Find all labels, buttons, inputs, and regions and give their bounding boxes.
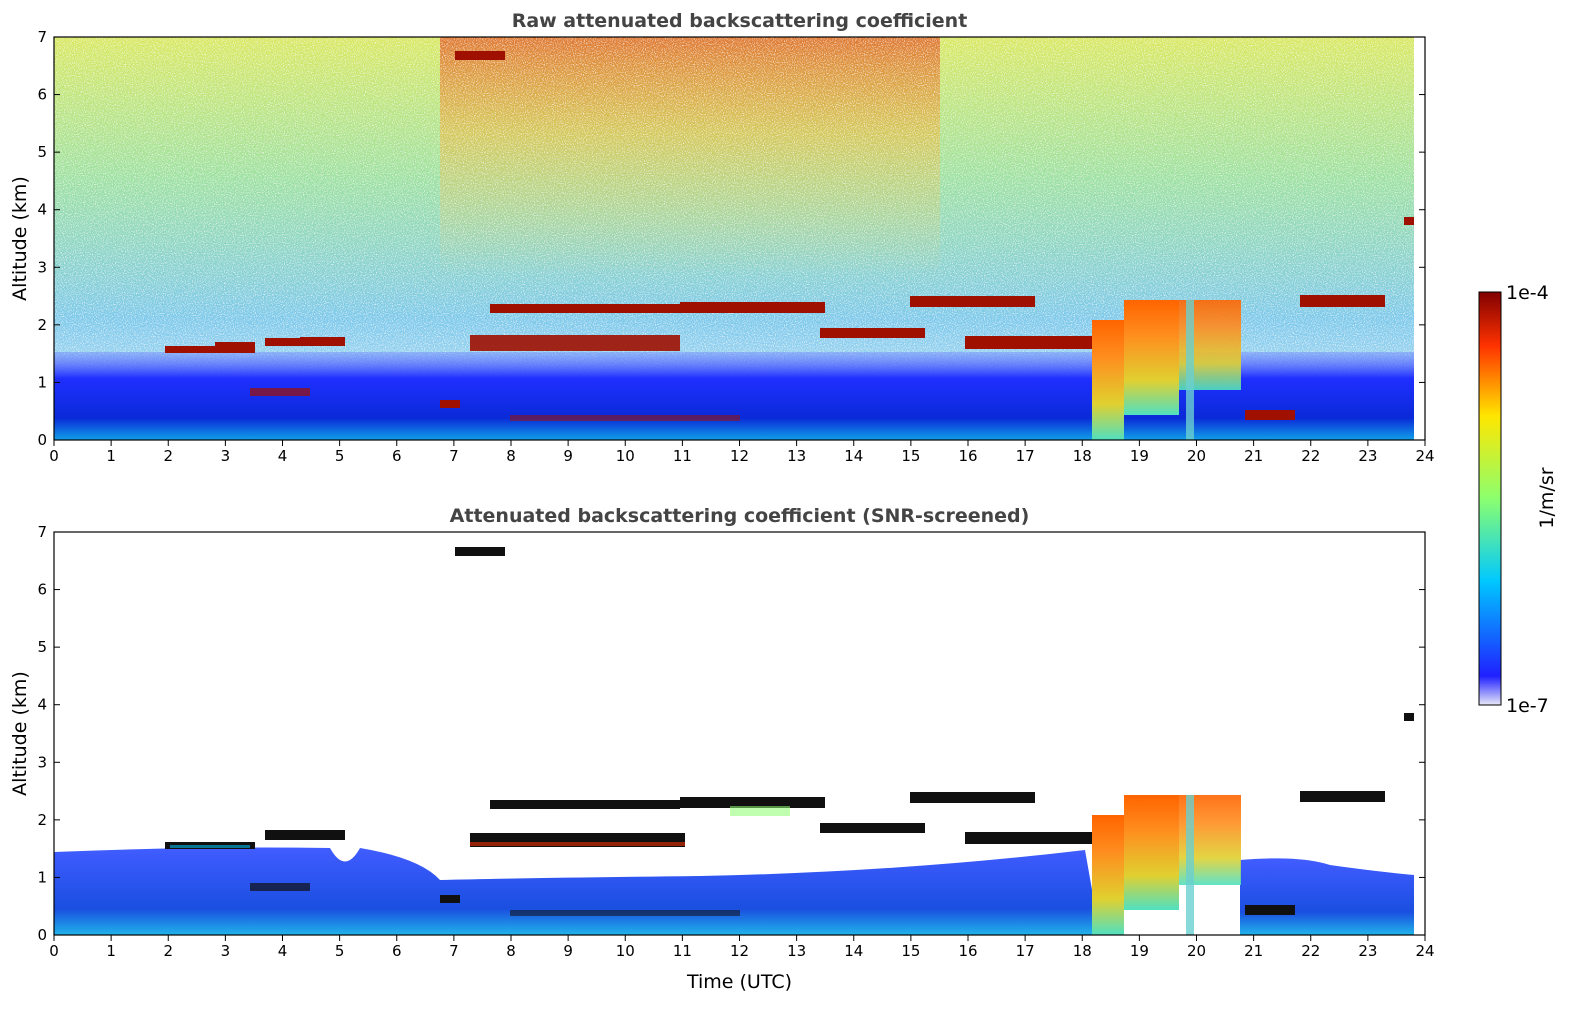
bottom-xtick-label: 16: [958, 942, 977, 960]
top-xtick-label: 11: [673, 447, 692, 465]
top-ytick-label: 4: [37, 201, 47, 219]
bottom-xtick-label: 21: [1244, 942, 1263, 960]
top-xtick-label: 18: [1073, 447, 1092, 465]
top-xtick-label: 2: [163, 447, 173, 465]
bottom-xtick-label: 4: [278, 942, 288, 960]
top-ytick-label: 2: [37, 316, 47, 334]
bottom-ytick-label: 1: [37, 868, 47, 886]
top-panel-title: Raw attenuated backscattering coefficien…: [512, 10, 968, 32]
bottom-xtick-label: 15: [901, 942, 920, 960]
bottom-ytick-label: 3: [37, 753, 47, 771]
bottom-xtick-label: 6: [392, 942, 402, 960]
bottom-xtick-label: 7: [449, 942, 459, 960]
bottom-precipitation: [1092, 795, 1241, 935]
top-xtick-label: 19: [1130, 447, 1149, 465]
bottom-xtick-label: 0: [49, 942, 59, 960]
top-xtick-label: 0: [49, 447, 59, 465]
top-xtick-label: 20: [1187, 447, 1206, 465]
bottom-xtick-label: 19: [1130, 942, 1149, 960]
top-ytick-label: 6: [37, 86, 47, 104]
top-xtick-label: 3: [221, 447, 231, 465]
bottom-xtick-label: 10: [616, 942, 635, 960]
bottom-ytick-label: 7: [37, 523, 47, 541]
colorbar-min-label: 1e-7: [1506, 695, 1549, 717]
bottom-ytick-label: 5: [37, 638, 47, 656]
bottom-xtick-label: 11: [673, 942, 692, 960]
bottom-x-ticks: 0 1 2 3 4 5 6 7 8 9 10 11 12 13 14 15 16 17 18 19 20 21 22 23 24: [49, 935, 1435, 960]
bottom-xtick-label: 12: [730, 942, 749, 960]
bottom-xtick-label: 8: [506, 942, 516, 960]
top-xtick-label: 4: [278, 447, 288, 465]
colorbar-max-label: 1e-4: [1506, 282, 1549, 304]
top-xtick-label: 24: [1415, 447, 1434, 465]
top-cloud-layers: [165, 51, 1414, 421]
bottom-ytick-label: 4: [37, 696, 47, 714]
bottom-xtick-label: 1: [106, 942, 116, 960]
top-ytick-label: 3: [37, 258, 47, 276]
bottom-xtick-label: 20: [1187, 942, 1206, 960]
colorbar-unit-label: 1/m/sr: [1536, 467, 1558, 528]
top-ytick-label: 1: [37, 373, 47, 391]
colorbar-gradient: [1478, 291, 1502, 706]
bottom-boundary-layer-right: [1240, 858, 1414, 935]
top-x-ticks: 0 1 2 3 4 5 6 7 8 9 10 11 12 13 14 15 16 17 18 19 20 21 22 23 24: [49, 440, 1435, 465]
bottom-ytick-label: 0: [37, 926, 47, 944]
bottom-xtick-label: 18: [1073, 942, 1092, 960]
bottom-boundary-layer: [54, 847, 1100, 935]
top-xtick-label: 8: [506, 447, 516, 465]
top-y-ticks: 0 1 2 3 4 5 6 7: [37, 28, 1425, 449]
bottom-xtick-label: 24: [1415, 942, 1434, 960]
top-xtick-label: 14: [844, 447, 863, 465]
bottom-ytick-label: 6: [37, 581, 47, 599]
bottom-y-ticks: 0 1 2 3 4 5 6 7: [37, 523, 1425, 944]
top-xtick-label: 17: [1016, 447, 1035, 465]
top-xtick-label: 13: [787, 447, 806, 465]
colorbar: 1e-4 1e-7 1/m/sr: [1478, 282, 1558, 717]
top-xtick-label: 22: [1301, 447, 1320, 465]
top-xtick-label: 9: [563, 447, 573, 465]
bottom-heatmap: [54, 532, 1425, 935]
top-xtick-label: 16: [958, 447, 977, 465]
top-xtick-label: 10: [616, 447, 635, 465]
bottom-xtick-label: 14: [844, 942, 863, 960]
top-xtick-label: 23: [1358, 447, 1377, 465]
top-xtick-label: 6: [392, 447, 402, 465]
bottom-xtick-label: 5: [335, 942, 345, 960]
bottom-xtick-label: 9: [563, 942, 573, 960]
bottom-ytick-label: 2: [37, 811, 47, 829]
bottom-panel-title: Attenuated backscattering coefficient (S…: [450, 505, 1030, 527]
bottom-cloud-color: [170, 806, 790, 848]
bottom-xtick-label: 2: [163, 942, 173, 960]
bottom-xtick-label: 17: [1016, 942, 1035, 960]
top-heatmap: [54, 37, 1414, 440]
top-xtick-label: 15: [901, 447, 920, 465]
top-xtick-label: 12: [730, 447, 749, 465]
top-xtick-label: 7: [449, 447, 459, 465]
top-ytick-label: 5: [37, 143, 47, 161]
top-precipitation: [1092, 300, 1241, 440]
bottom-xtick-label: 23: [1358, 942, 1377, 960]
top-xtick-label: 5: [335, 447, 345, 465]
top-xtick-label: 1: [106, 447, 116, 465]
bottom-y-axis-label: Altitude (km): [9, 671, 31, 796]
bottom-x-axis-label: Time (UTC): [686, 971, 792, 993]
top-xtick-label: 21: [1244, 447, 1263, 465]
bottom-xtick-label: 13: [787, 942, 806, 960]
top-ytick-label: 0: [37, 431, 47, 449]
top-y-axis-label: Altitude (km): [9, 176, 31, 301]
bottom-xtick-label: 22: [1301, 942, 1320, 960]
top-ytick-label: 7: [37, 28, 47, 46]
bottom-xtick-label: 3: [221, 942, 231, 960]
